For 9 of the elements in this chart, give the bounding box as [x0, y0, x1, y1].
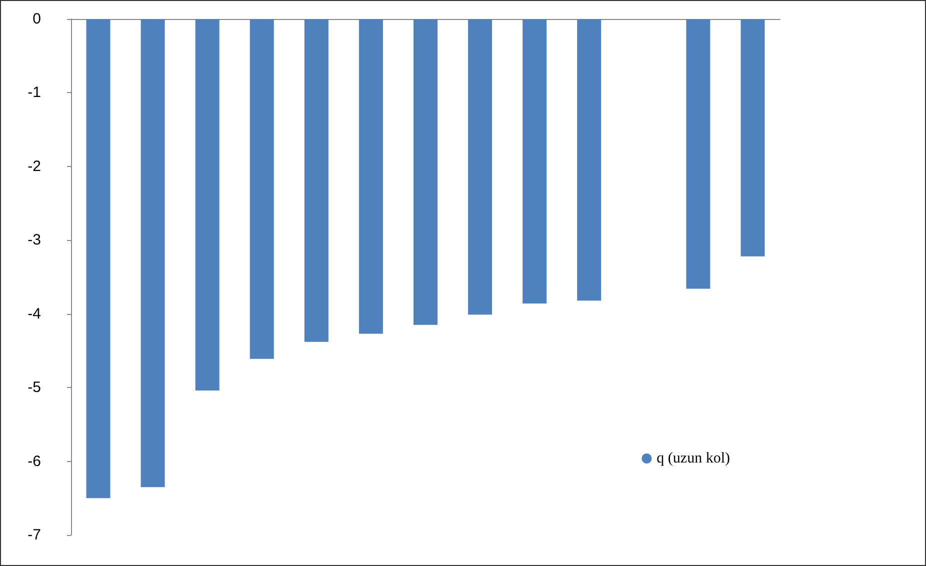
y-tick-label: -7	[28, 526, 41, 544]
y-tick-label: -4	[28, 305, 41, 322]
legend-label: q (uzun kol)	[656, 450, 730, 466]
y-tick-label: -1	[28, 84, 41, 102]
y-tick-label: -2	[28, 158, 41, 175]
y-tick-label: -5	[28, 379, 41, 396]
y-tick-label: -6	[28, 452, 41, 470]
y-tick-label: -3	[28, 232, 41, 249]
y-tick-label: 0	[32, 10, 41, 28]
